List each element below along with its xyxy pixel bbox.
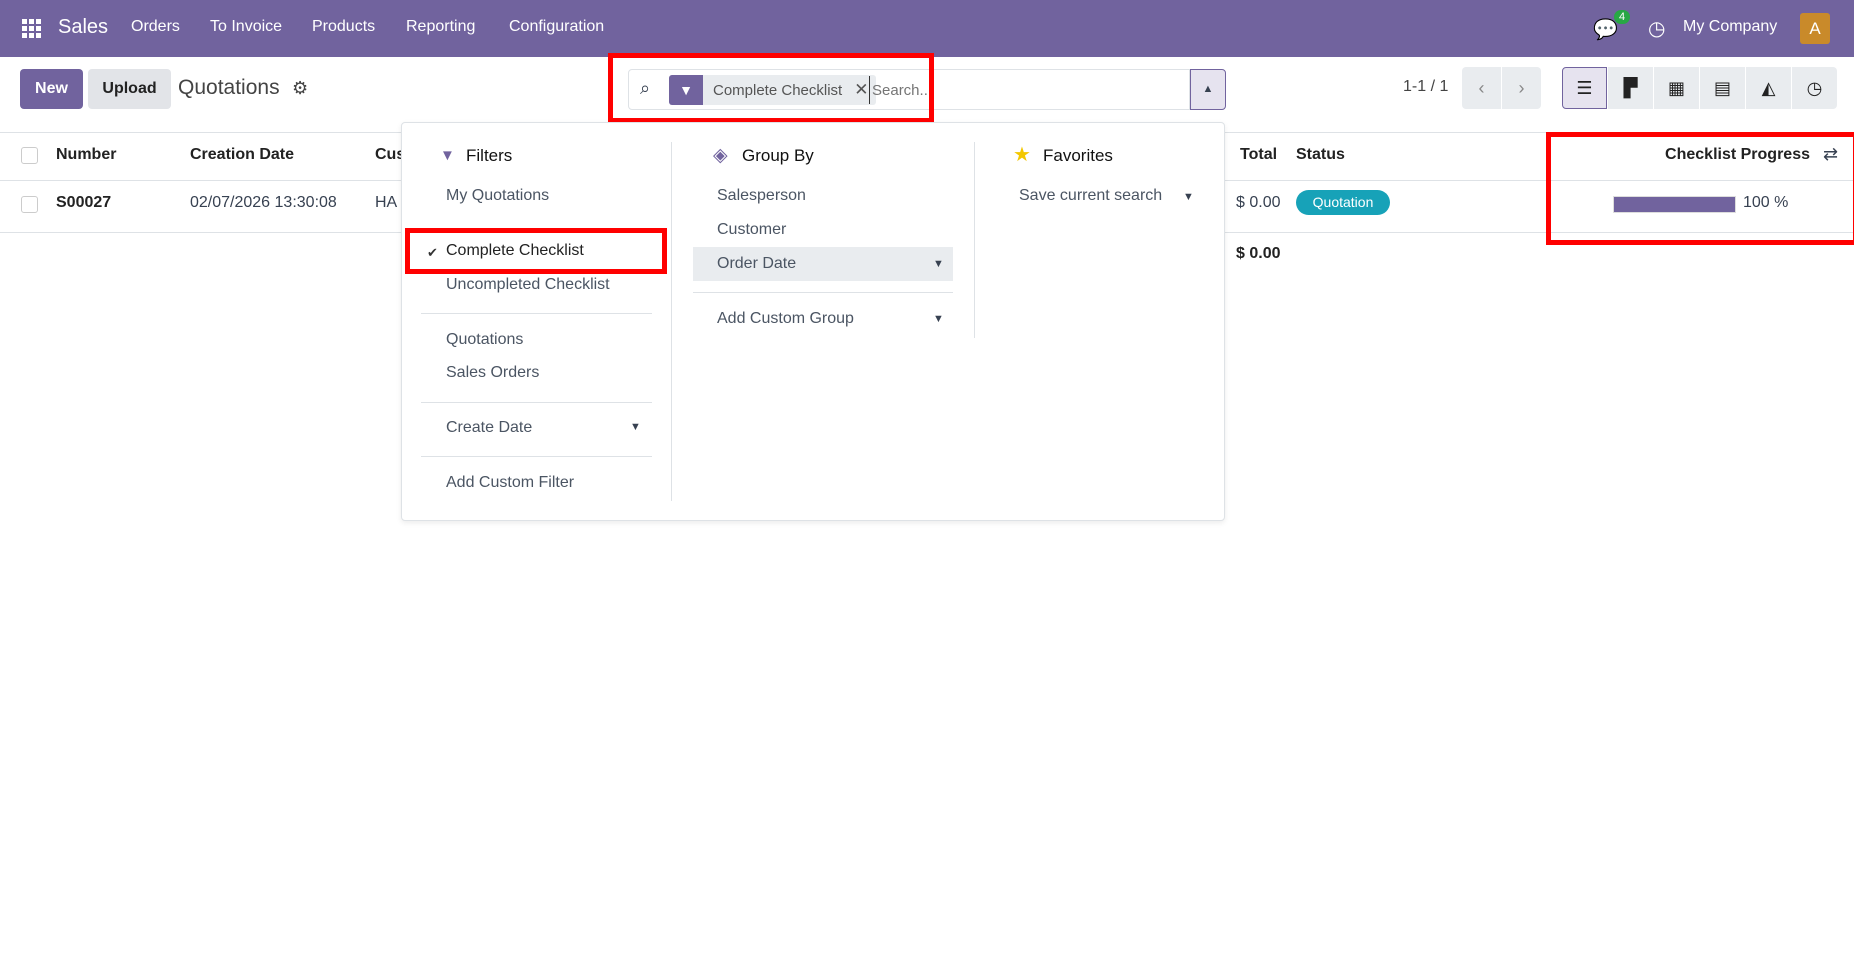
- caret-down-icon: ▼: [630, 421, 641, 433]
- page-title: Quotations: [178, 76, 280, 99]
- add-custom-filter[interactable]: Add Custom Filter: [446, 474, 575, 491]
- filter-complete-checklist[interactable]: Complete Checklist: [446, 242, 584, 259]
- filters-heading: Filters: [466, 146, 513, 165]
- filter-icon: ▼: [669, 75, 703, 105]
- favorites-heading: Favorites: [1043, 146, 1113, 165]
- top-navbar: Sales Orders To Invoice Products Reporti…: [0, 0, 1854, 57]
- progress-bar: [1613, 196, 1736, 213]
- cell-total: $ 0.00: [1236, 194, 1281, 211]
- star-icon: ★: [1013, 144, 1031, 166]
- group-customer[interactable]: Customer: [717, 221, 787, 238]
- search-facet: ▼ Complete Checklist ✕: [669, 75, 877, 105]
- select-all-checkbox[interactable]: [21, 147, 38, 164]
- pager-next-button[interactable]: ›: [1502, 67, 1541, 109]
- group-order-date-row[interactable]: [693, 247, 953, 281]
- company-name[interactable]: My Company: [1683, 18, 1778, 35]
- cell-number: S00027: [56, 194, 112, 211]
- add-custom-group[interactable]: Add Custom Group: [717, 310, 854, 327]
- highlight-box-filter: [405, 228, 667, 274]
- upload-button[interactable]: Upload: [88, 69, 171, 109]
- group-order-date[interactable]: Order Date: [717, 255, 797, 272]
- graph-view-button[interactable]: ◭: [1746, 67, 1791, 109]
- pager-value: 1-1 / 1: [1403, 78, 1449, 95]
- new-button[interactable]: New: [20, 69, 83, 109]
- cell-creation-date: 02/07/2026 13:30:08: [190, 194, 337, 211]
- filter-sales-orders[interactable]: Sales Orders: [446, 364, 540, 381]
- column-customer[interactable]: Cus: [375, 146, 406, 163]
- search-panel-dropdown: [401, 122, 1225, 521]
- column-number[interactable]: Number: [56, 146, 117, 163]
- caret-down-icon: ▼: [933, 258, 944, 270]
- calendar-view-button[interactable]: ▦: [1654, 67, 1699, 109]
- group-salesperson[interactable]: Salesperson: [717, 187, 806, 204]
- highlight-box-progress: [1546, 132, 1854, 245]
- column-status[interactable]: Status: [1296, 146, 1345, 163]
- filter-quotations[interactable]: Quotations: [446, 331, 524, 348]
- column-total[interactable]: Total: [1240, 146, 1278, 163]
- pager-previous-button[interactable]: ‹: [1462, 67, 1501, 109]
- checkmark-icon: ✔: [427, 245, 438, 260]
- filter-icon: ▼: [440, 147, 455, 164]
- pivot-view-button[interactable]: ▤: [1700, 67, 1745, 109]
- menu-products[interactable]: Products: [312, 18, 376, 35]
- progress-fill: [1614, 197, 1735, 212]
- group-by-heading: Group By: [742, 146, 814, 165]
- caret-down-icon: ▼: [1183, 191, 1194, 203]
- cell-customer: HA: [375, 194, 398, 211]
- remove-facet-icon[interactable]: ✕: [854, 80, 869, 99]
- toggle-search-panel-button[interactable]: ▲: [1190, 69, 1226, 110]
- caret-down-icon: ▼: [933, 313, 944, 325]
- messages-badge: 4: [1614, 10, 1631, 24]
- menu-to-invoice[interactable]: To Invoice: [210, 18, 283, 35]
- row-checkbox[interactable]: [21, 196, 38, 213]
- menu-reporting[interactable]: Reporting: [406, 18, 476, 35]
- gear-icon[interactable]: ⚙: [292, 78, 309, 98]
- avatar[interactable]: A: [1800, 13, 1830, 44]
- activity-clock-icon[interactable]: ◷: [1648, 18, 1666, 40]
- search-input[interactable]: [869, 76, 1169, 104]
- messages-icon[interactable]: 💬: [1593, 19, 1618, 41]
- apps-grid-icon[interactable]: [22, 19, 42, 39]
- status-badge: Quotation: [1296, 190, 1390, 215]
- list-view-button[interactable]: ☰: [1562, 67, 1607, 109]
- filter-my-quotations[interactable]: My Quotations: [446, 187, 550, 204]
- menu-configuration[interactable]: Configuration: [509, 18, 605, 35]
- column-checklist-progress[interactable]: Checklist Progress: [1665, 146, 1810, 163]
- facet-label: Complete Checklist: [713, 81, 843, 99]
- menu-orders[interactable]: Orders: [131, 18, 180, 35]
- kanban-view-button[interactable]: ▛: [1608, 67, 1653, 109]
- search-icon: ⌕: [640, 78, 651, 98]
- footer-total: $ 0.00: [1236, 245, 1281, 262]
- activity-view-button[interactable]: ◷: [1792, 67, 1837, 109]
- highlight-box-search: [608, 53, 934, 123]
- app-name[interactable]: Sales: [58, 16, 109, 38]
- column-creation-date[interactable]: Creation Date: [190, 146, 295, 163]
- search-bar: ⌕ ▼ Complete Checklist ✕: [628, 69, 1190, 110]
- filter-create-date[interactable]: Create Date: [446, 419, 533, 436]
- optional-columns-icon[interactable]: ⇄: [1823, 144, 1839, 164]
- save-current-search[interactable]: Save current search: [1019, 187, 1163, 204]
- filter-uncompleted-checklist[interactable]: Uncompleted Checklist: [446, 276, 610, 293]
- progress-value: 100 %: [1743, 194, 1789, 211]
- layers-icon: ◈: [713, 145, 728, 166]
